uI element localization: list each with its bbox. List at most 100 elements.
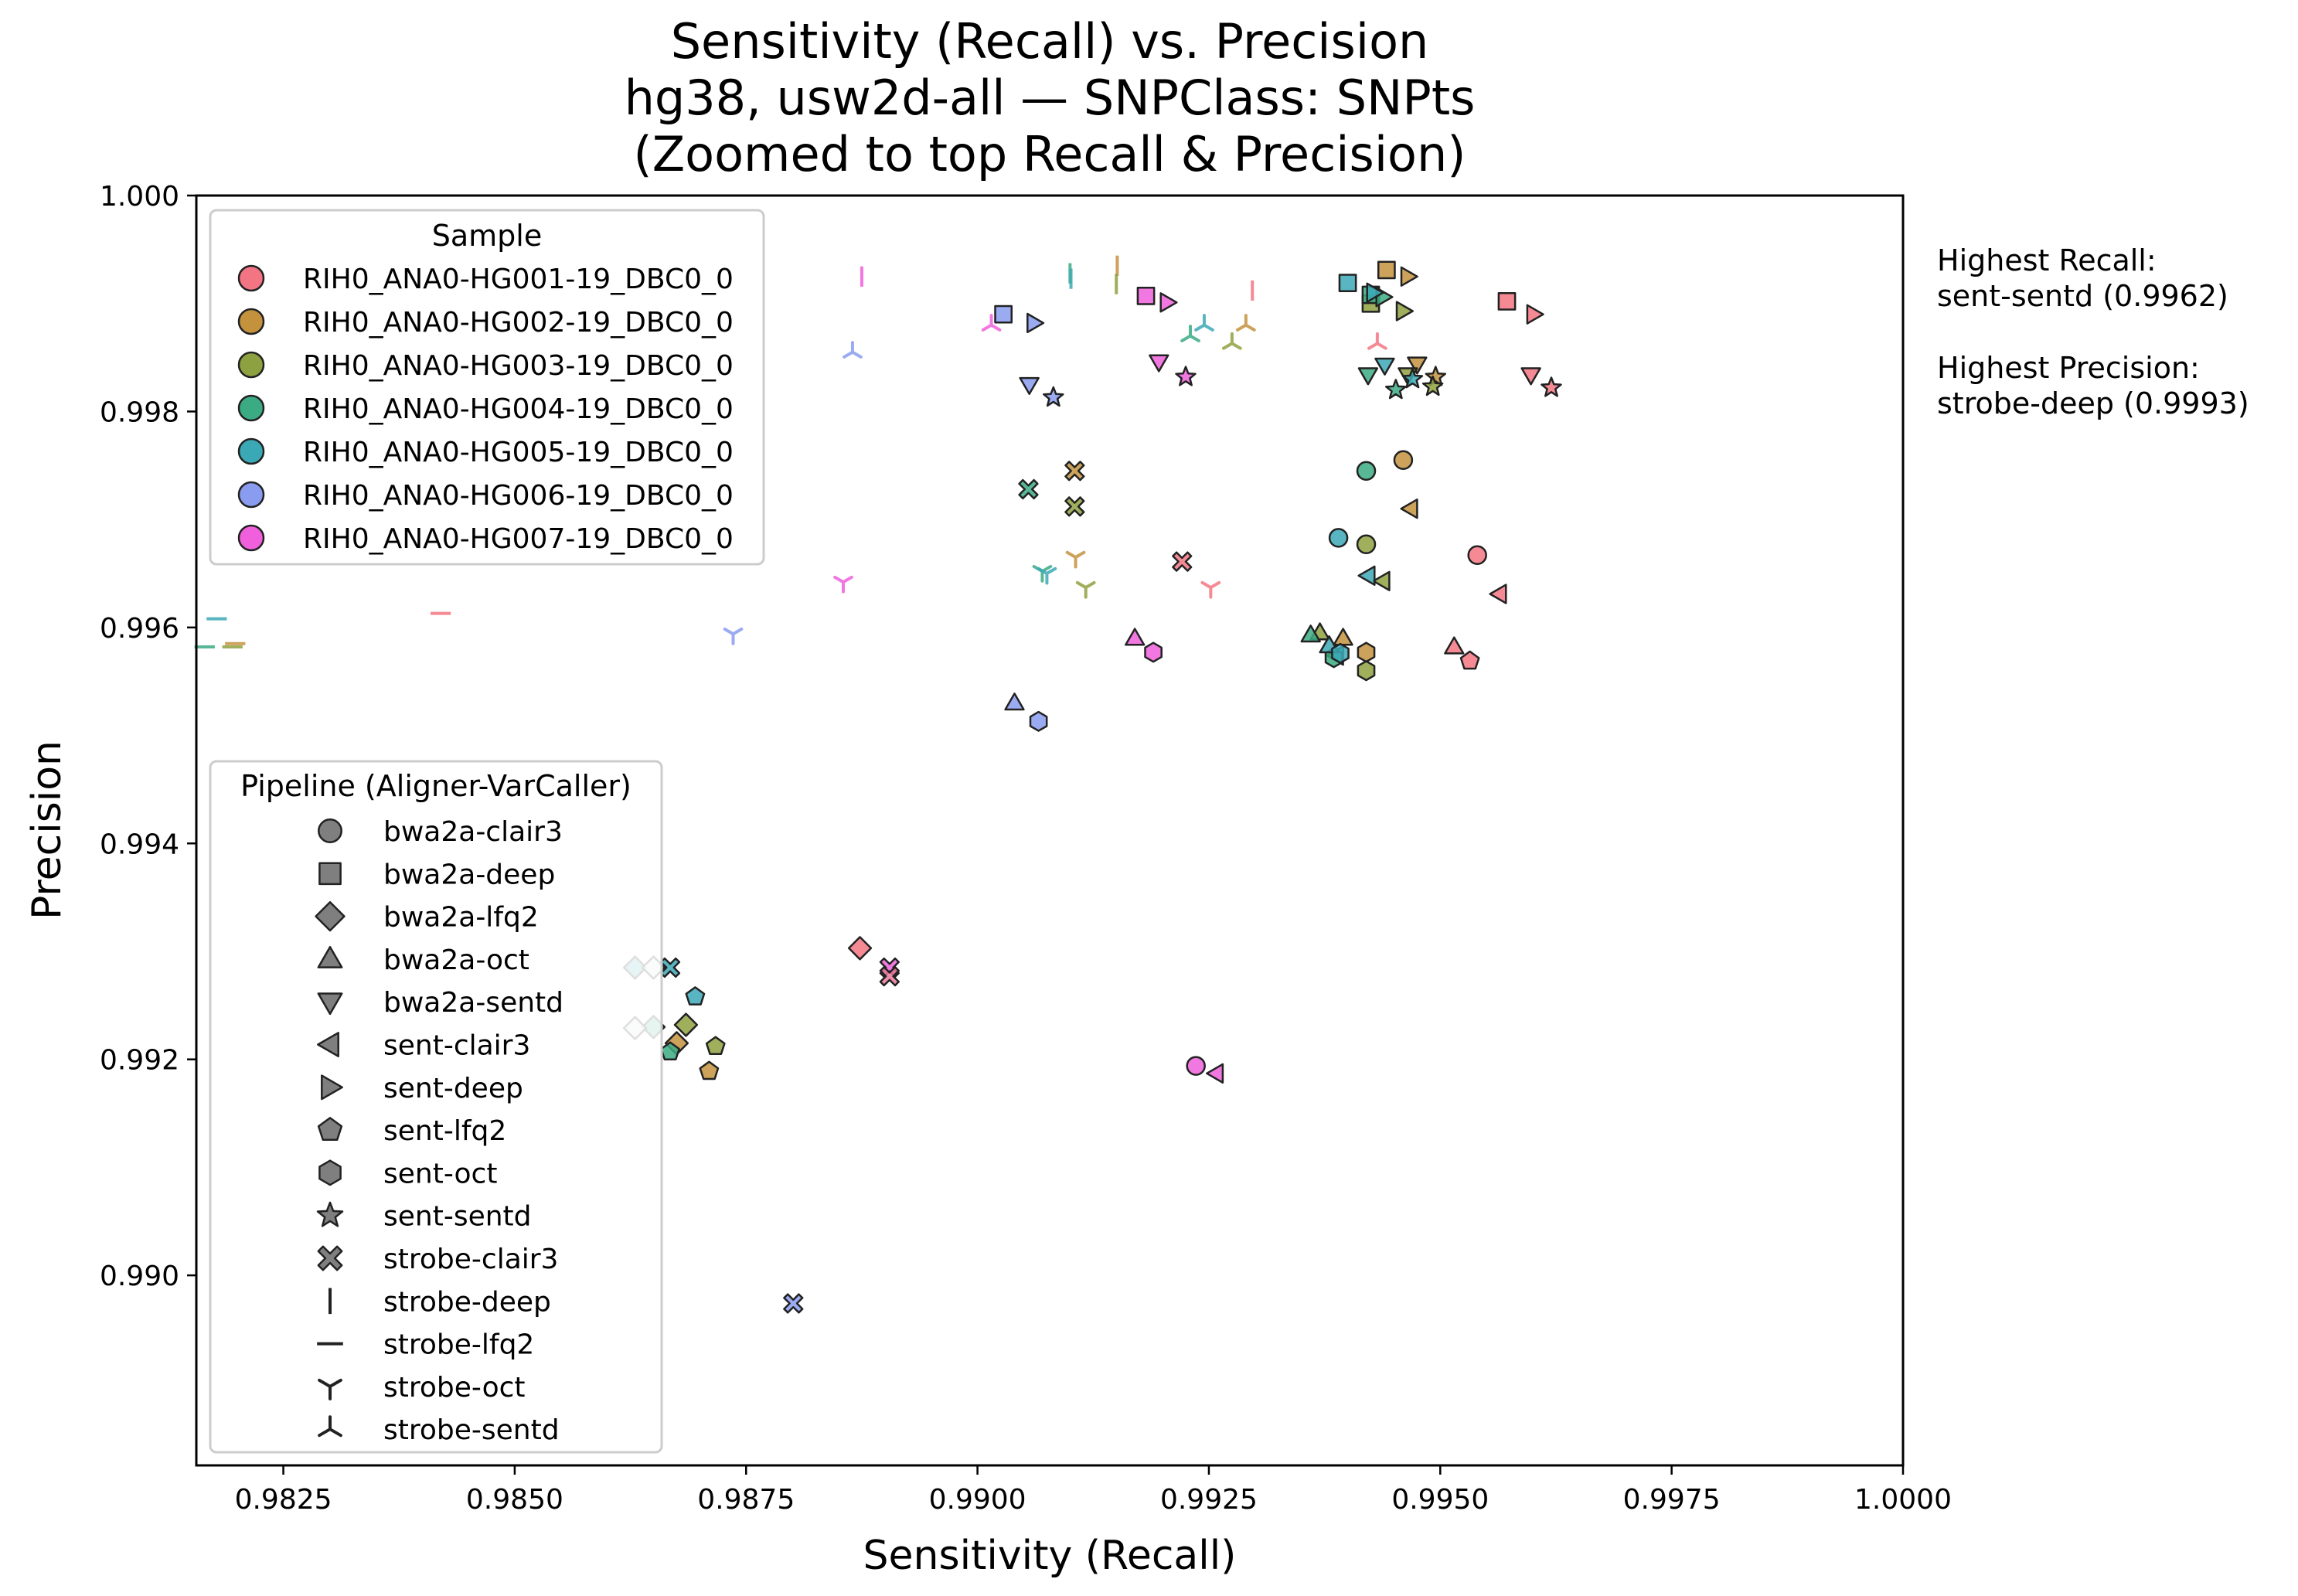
pipeline-legend-item: sent-clair3 [317, 1030, 530, 1062]
data-point-bwa2a-sentd [1407, 356, 1428, 375]
sample-legend-item: RIH0_ANA0-HG001-19_DBC0_0 [237, 264, 734, 295]
data-point-bwa2a-clair3 [1467, 545, 1487, 565]
pipeline-legend-marker [318, 818, 342, 843]
data-point-sent-lfq2 [1459, 650, 1480, 670]
sample-legend-marker [237, 481, 265, 509]
data-point-sent-clair3 [1206, 1063, 1224, 1084]
data-point-bwa2a-clair3 [1328, 528, 1349, 548]
pipeline-legend-label: strobe-clair3 [383, 1244, 558, 1275]
pipeline-legend: Pipeline (Aligner-VarCaller) bwa2a-clair… [209, 760, 663, 1454]
pipeline-legend-item: strobe-clair3 [317, 1244, 558, 1275]
sample-legend-frame [209, 209, 765, 566]
sample-legend-item: RIH0_ANA0-HG007-19_DBC0_0 [237, 523, 734, 555]
y-axis-label: Precision [24, 740, 70, 920]
data-point-bwa2a-deep [1136, 287, 1156, 305]
sample-legend-label: RIH0_ANA0-HG004-19_DBC0_0 [303, 393, 734, 425]
pipeline-legend-item: bwa2a-clair3 [318, 816, 563, 848]
data-point-bwa2a-sentd [1019, 376, 1040, 395]
pipeline-legend-marker [317, 1245, 343, 1271]
data-point-bwa2a-lfq2 [673, 1012, 699, 1037]
pipeline-legend-item: bwa2a-lfq2 [315, 900, 539, 934]
data-point-bwa2a-clair3 [1186, 1056, 1206, 1076]
x-tick-label: 0.9975 [1623, 1484, 1721, 1516]
plot-area-frame [195, 194, 1905, 1467]
pipeline-legend-label: sent-clair3 [383, 1030, 530, 1062]
pipeline-legend-title: Pipeline (Aligner-VarCaller) [240, 769, 632, 803]
data-point-bwa2a-oct [1125, 628, 1146, 646]
data-point-sent-clair3 [1400, 499, 1418, 519]
data-point-sent-oct [1144, 641, 1163, 663]
data-point-bwa2a-sentd [1357, 367, 1379, 386]
data-point-strobe-clair3 [1064, 496, 1085, 517]
sample-legend-item: RIH0_ANA0-HG005-19_DBC0_0 [237, 437, 734, 468]
pipeline-legend-label: bwa2a-oct [383, 944, 529, 976]
sample-legend-item: RIH0_ANA0-HG003-19_DBC0_0 [237, 350, 734, 382]
pipeline-legend-label: bwa2a-lfq2 [383, 902, 539, 934]
data-point-bwa2a-clair3 [1356, 461, 1377, 482]
x-tick-label: 0.9950 [1391, 1484, 1489, 1516]
data-point-strobe-oct [1075, 580, 1096, 599]
pipeline-legend-marker [315, 900, 346, 932]
annotation-precision-value: strobe-deep (0.9993) [1937, 386, 2249, 420]
data-point-sent-sentd [1401, 368, 1424, 389]
data-point-sent-oct [1357, 660, 1376, 682]
pipeline-legend-item: sent-deep [321, 1073, 523, 1104]
pipeline-legend-label: bwa2a-deep [383, 859, 555, 890]
pipeline-legend-item: sent-sentd [316, 1201, 532, 1233]
data-point-sent-sentd [1385, 379, 1407, 400]
x-tick-label: 1.0000 [1854, 1484, 1952, 1516]
sample-legend-label: RIH0_ANA0-HG007-19_DBC0_0 [303, 523, 734, 555]
data-point-strobe-oct [1200, 580, 1221, 599]
sample-legend-marker [237, 524, 265, 552]
sample-legend-marker [237, 264, 265, 292]
pipeline-legend-label: bwa2a-sentd [383, 987, 563, 1019]
pipeline-legend-item: strobe-lfq2 [317, 1329, 534, 1361]
x-tick-label: 0.9850 [466, 1484, 563, 1516]
data-point-sent-deep [1366, 282, 1384, 303]
pipeline-legend-item: strobe-sentd [318, 1414, 560, 1446]
data-point-sent-deep [1159, 292, 1178, 313]
pipeline-legend-marker [318, 862, 342, 886]
sample-legend-item: RIH0_ANA0-HG002-19_DBC0_0 [237, 307, 734, 339]
data-point-bwa2a-deep [994, 305, 1013, 324]
y-tick-label: 0.994 [100, 829, 179, 860]
data-point-bwa2a-deep [1497, 292, 1517, 311]
data-point-sent-deep [1526, 304, 1544, 325]
data-point-sent-clair3 [1489, 584, 1507, 604]
pipeline-legend-marker [317, 1117, 343, 1142]
data-point-strobe-clair3 [879, 965, 900, 987]
pipeline-legend-label: strobe-deep [383, 1286, 551, 1318]
data-point-bwa2a-oct [1444, 636, 1465, 655]
x-tick-label: 0.9875 [697, 1484, 795, 1516]
y-tick-label: 0.990 [100, 1261, 179, 1292]
x-tick-label: 0.9900 [929, 1484, 1026, 1516]
data-point-sent-deep [1395, 301, 1414, 322]
data-point-bwa2a-oct [1004, 693, 1025, 711]
sample-legend-label: RIH0_ANA0-HG002-19_DBC0_0 [303, 307, 734, 339]
sample-legend: Sample RIH0_ANA0-HG001-19_DBC0_0RIH0_ANA… [209, 209, 765, 566]
annotation-recall-heading: Highest Recall: [1937, 243, 2157, 277]
data-point-bwa2a-oct [1300, 624, 1321, 643]
pipeline-legend-marker [321, 1074, 343, 1101]
pipeline-legend-label: strobe-oct [383, 1372, 526, 1404]
sample-legend-marker [237, 394, 265, 422]
chart-title-line-1: Sensitivity (Recall) vs. Precision [671, 13, 1429, 70]
pipeline-legend-item: strobe-deep [329, 1286, 551, 1318]
data-point-sent-oct [1331, 642, 1350, 664]
data-point-sent-oct [1357, 641, 1376, 663]
data-point-strobe-clair3 [1018, 478, 1039, 500]
data-point-sent-sentd [1043, 386, 1064, 407]
data-point-strobe-sentd [843, 341, 863, 359]
x-tick-label: 0.9825 [235, 1484, 332, 1516]
y-tick-label: 0.996 [100, 613, 179, 645]
sample-legend-marker [237, 351, 265, 379]
pipeline-legend-item: bwa2a-deep [318, 859, 555, 890]
pipeline-legend-marker [317, 992, 343, 1016]
sample-legend-marker [237, 308, 265, 335]
data-point-bwa2a-clair3 [1393, 450, 1414, 471]
data-point-strobe-oct [723, 627, 744, 645]
data-point-sent-deep [1400, 266, 1418, 287]
pipeline-legend-label: strobe-sentd [383, 1414, 560, 1446]
pipeline-legend-marker [317, 1032, 339, 1057]
